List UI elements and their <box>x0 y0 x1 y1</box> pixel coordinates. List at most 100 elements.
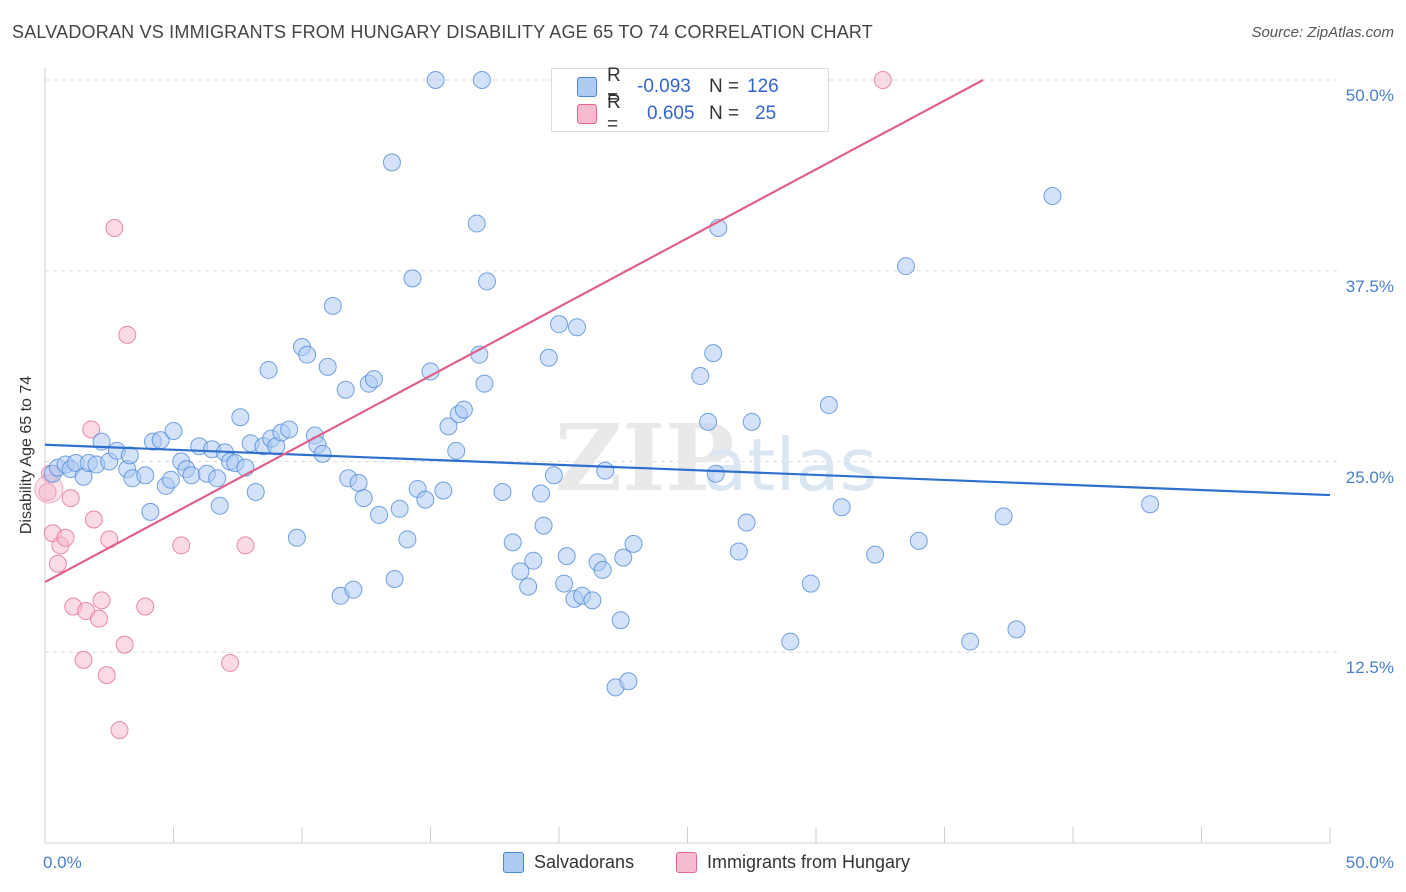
legend-swatch-salvadorans <box>503 852 524 873</box>
salvadoran-point-75 <box>478 272 497 291</box>
salvadoran-point-57 <box>364 370 383 389</box>
salvadoran-point-108 <box>742 412 761 431</box>
salvadoran-point-84 <box>544 466 563 485</box>
hungary-point-16 <box>110 721 129 740</box>
salvadoran-point-94 <box>596 461 615 480</box>
salvadoran-point-54 <box>349 473 368 492</box>
salvadoran-point-51 <box>336 380 355 399</box>
salvadoran-point-81 <box>532 484 551 503</box>
hungary-point-23 <box>873 71 892 89</box>
legend-r-label: R = <box>607 92 621 135</box>
salvadoran-point-62 <box>398 530 417 549</box>
hungary-point-4 <box>56 528 75 547</box>
salvadoran-point-82 <box>534 516 553 535</box>
salvadoran-point-59 <box>382 153 401 172</box>
x-tick-label-min: 0.0% <box>43 853 82 872</box>
hungary-point-18 <box>118 325 137 344</box>
salvadoran-point-89 <box>567 318 586 337</box>
legend-swatch-blue <box>577 77 597 97</box>
salvadoran-point-12 <box>120 446 139 465</box>
salvadoran-point-115 <box>909 531 928 550</box>
legend-n-label: N = <box>709 76 740 97</box>
legend-label-hungary: Immigrants from Hungary <box>707 852 911 872</box>
hungary-point-9 <box>82 420 101 439</box>
hungary-point-20 <box>172 536 191 555</box>
hungary-point-19 <box>136 597 155 616</box>
salvadoran-point-23 <box>182 466 201 485</box>
legend-r-value: 0.605 <box>647 103 695 124</box>
hungary-point-5 <box>61 489 80 508</box>
salvadoran-point-99 <box>624 534 643 553</box>
grid-lines <box>45 79 1338 653</box>
trend-lines <box>44 79 1331 584</box>
legend-r-label: R = <box>607 65 621 108</box>
salvadoran-point-44 <box>298 345 317 364</box>
salvadoran-point-47 <box>313 444 332 463</box>
salvadoran-point-67 <box>434 481 453 500</box>
salvadoran-point-41 <box>280 420 299 439</box>
salvadoran-point-83 <box>539 348 558 367</box>
salvadoran-point-117 <box>994 507 1013 526</box>
legend-n-label: N = <box>709 103 740 124</box>
y-tick-label-1: 25.0% <box>1345 467 1394 487</box>
salvadoran-point-109 <box>781 632 800 651</box>
salvadoran-point-110 <box>801 574 820 593</box>
salvadoran-point-74 <box>475 374 494 393</box>
hungary-point-2 <box>48 554 67 573</box>
hungary-point-7 <box>74 650 93 669</box>
salvadoran-point-113 <box>866 545 885 564</box>
salvadoran-point-60 <box>385 570 404 589</box>
salvadoran-point-48 <box>318 357 337 376</box>
salvadoran-point-93 <box>593 560 612 579</box>
salvadoran-point-122 <box>472 71 491 89</box>
hungary-point-21 <box>221 653 240 672</box>
watermark: ZIP atlas <box>555 404 877 512</box>
legend-swatch-pink <box>577 104 597 124</box>
legend-item-salvadorans: Salvadorans <box>503 852 634 873</box>
salvadoran-point-76 <box>493 483 512 502</box>
salvadoran-point-114 <box>896 257 915 276</box>
salvadoran-point-106 <box>729 542 748 561</box>
legend-r-value: -0.093 <box>637 76 691 97</box>
legend-row-hungary: R = 0.605 N = 25 <box>552 92 776 135</box>
salvadoran-point-28 <box>210 496 229 515</box>
y-tick-label-2: 37.5% <box>1345 276 1394 296</box>
salvadoran-point-96 <box>611 611 630 630</box>
hungary-point-12 <box>92 591 111 610</box>
salvadoran-point-112 <box>832 498 851 517</box>
trend-line-salvadorans <box>44 443 1331 497</box>
legend-row-salvadorans: R = -0.093 N = 126 <box>552 65 779 108</box>
y-tick-label-3: 50.0% <box>1345 86 1394 105</box>
salvadoran-point-19 <box>161 470 180 489</box>
legend-item-hungary: Immigrants from Hungary <box>676 852 910 873</box>
legend-n-value: 126 <box>747 76 779 97</box>
salvadoran-point-120 <box>1141 495 1160 514</box>
salvadoran-point-27 <box>208 469 227 488</box>
salvadoran-point-87 <box>557 547 576 566</box>
legend-label-salvadorans: Salvadorans <box>534 852 635 872</box>
salvadoran-point-42 <box>287 528 306 547</box>
salvadoran-point-116 <box>961 632 980 651</box>
series-legend: Salvadorans Immigrants from Hungary <box>0 852 1406 876</box>
salvadoran-point-32 <box>231 408 250 427</box>
salvadoran-point-53 <box>344 580 363 599</box>
salvadoran-point-71 <box>454 400 473 419</box>
salvadoran-point-58 <box>370 505 389 524</box>
axes <box>44 68 1331 844</box>
salvadoran-point-102 <box>699 412 718 431</box>
salvadoran-point-49 <box>323 296 342 315</box>
chart-title: SALVADORAN VS IMMIGRANTS FROM HUNGARY DI… <box>12 22 873 42</box>
hungary-point-10 <box>84 510 103 529</box>
salvadoran-point-69 <box>447 441 466 460</box>
y-axis-label: Disability Age 65 to 74 <box>18 375 35 535</box>
salvadoran-point-68 <box>439 417 458 436</box>
salvadoran-point-86 <box>555 574 574 593</box>
salvadoran-point-79 <box>519 577 538 596</box>
salvadoran-point-77 <box>503 533 522 552</box>
salvadoran-point-111 <box>819 396 838 415</box>
salvadoran-point-98 <box>619 672 638 691</box>
salvadoran-point-78 <box>511 562 530 581</box>
salvadoran-point-107 <box>737 513 756 532</box>
salvadoran-point-101 <box>691 367 710 386</box>
